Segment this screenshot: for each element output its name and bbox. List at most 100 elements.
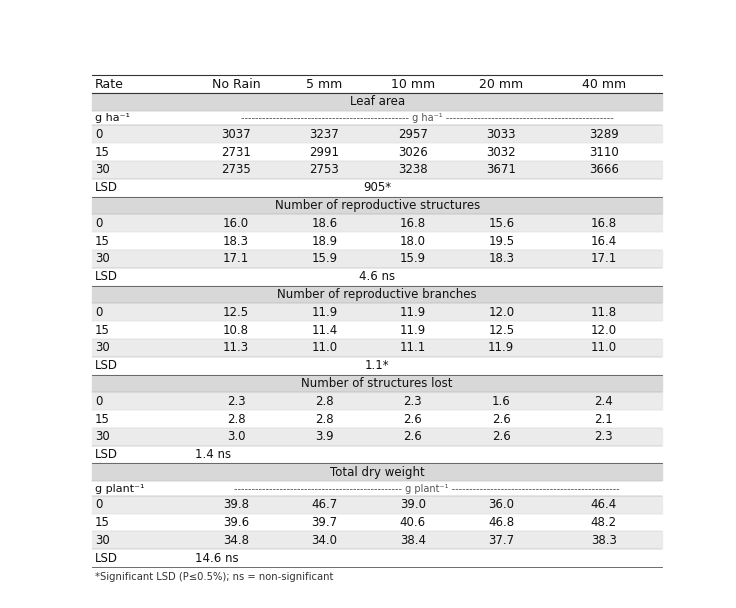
Bar — [92, 179, 662, 196]
Text: 3237: 3237 — [310, 128, 339, 141]
Text: 39.6: 39.6 — [223, 516, 249, 529]
Text: g ha⁻¹: g ha⁻¹ — [95, 113, 130, 123]
Text: 12.0: 12.0 — [488, 306, 514, 319]
Text: 2.8: 2.8 — [227, 412, 245, 426]
Text: 4.6 ns: 4.6 ns — [359, 270, 395, 283]
Text: 3.0: 3.0 — [227, 430, 245, 443]
Text: 11.0: 11.0 — [311, 341, 338, 354]
Text: 17.1: 17.1 — [591, 252, 617, 266]
Bar — [92, 514, 662, 531]
Text: 30: 30 — [95, 252, 110, 266]
Bar — [92, 125, 662, 143]
Text: 11.9: 11.9 — [400, 323, 426, 337]
Text: 2731: 2731 — [221, 146, 251, 159]
Text: 3289: 3289 — [589, 128, 619, 141]
Text: Rate: Rate — [95, 78, 124, 91]
Text: 2.3: 2.3 — [227, 395, 245, 408]
Text: ------------------------------------------------ g ha⁻¹ ------------------------: ----------------------------------------… — [241, 113, 614, 123]
Text: 11.0: 11.0 — [591, 341, 617, 354]
Bar — [92, 161, 662, 179]
Bar — [92, 496, 662, 514]
Text: 10 mm: 10 mm — [391, 78, 435, 91]
Text: 0: 0 — [95, 128, 102, 141]
Text: 2.1: 2.1 — [595, 412, 613, 426]
Text: LSD: LSD — [95, 181, 118, 194]
Text: 36.0: 36.0 — [488, 498, 514, 511]
Text: 48.2: 48.2 — [591, 516, 617, 529]
Text: 38.4: 38.4 — [400, 534, 426, 547]
Text: 3671: 3671 — [486, 164, 516, 176]
Bar — [92, 215, 662, 232]
Text: 15.6: 15.6 — [488, 217, 514, 230]
Text: LSD: LSD — [95, 448, 118, 461]
Bar — [92, 446, 662, 463]
Text: 2991: 2991 — [309, 146, 339, 159]
Text: 15.9: 15.9 — [400, 252, 426, 266]
Text: No Rain: No Rain — [212, 78, 261, 91]
Text: 15: 15 — [95, 146, 110, 159]
Bar — [92, 482, 662, 496]
Text: 3.9: 3.9 — [315, 430, 333, 443]
Text: 3666: 3666 — [589, 164, 619, 176]
Text: 12.5: 12.5 — [488, 323, 514, 337]
Text: *Significant LSD (P≤0.5%); ns = non-significant: *Significant LSD (P≤0.5%); ns = non-sign… — [95, 572, 333, 582]
Text: 2.6: 2.6 — [403, 430, 422, 443]
Text: 16.4: 16.4 — [591, 235, 617, 247]
Text: 18.6: 18.6 — [311, 217, 338, 230]
Text: 11.1: 11.1 — [400, 341, 426, 354]
Text: 30: 30 — [95, 430, 110, 443]
Text: Number of reproductive branches: Number of reproductive branches — [277, 288, 477, 301]
Bar — [92, 286, 662, 303]
Text: 905*: 905* — [363, 181, 392, 194]
Text: 30: 30 — [95, 341, 110, 354]
Text: 18.0: 18.0 — [400, 235, 426, 247]
Text: 3026: 3026 — [398, 146, 428, 159]
Text: 18.9: 18.9 — [311, 235, 338, 247]
Text: 0: 0 — [95, 498, 102, 511]
Text: 0: 0 — [95, 217, 102, 230]
Text: 5 mm: 5 mm — [306, 78, 342, 91]
Text: 3033: 3033 — [486, 128, 516, 141]
Text: 2.6: 2.6 — [492, 412, 511, 426]
Text: 46.7: 46.7 — [311, 498, 338, 511]
Bar — [92, 321, 662, 339]
Bar — [92, 339, 662, 357]
Text: 2957: 2957 — [398, 128, 428, 141]
Text: 30: 30 — [95, 164, 110, 176]
Text: Leaf area: Leaf area — [350, 95, 405, 108]
Bar — [92, 357, 662, 375]
Text: 37.7: 37.7 — [488, 534, 514, 547]
Bar — [92, 93, 662, 111]
Text: Number of reproductive structures: Number of reproductive structures — [275, 199, 480, 212]
Text: 16.8: 16.8 — [400, 217, 426, 230]
Text: Total dry weight: Total dry weight — [330, 466, 425, 479]
Text: Number of structures lost: Number of structures lost — [302, 377, 453, 390]
Text: 2.3: 2.3 — [403, 395, 422, 408]
Bar — [92, 250, 662, 268]
Bar — [92, 463, 662, 482]
Text: 15: 15 — [95, 516, 110, 529]
Bar — [92, 196, 662, 215]
Text: 2.8: 2.8 — [315, 395, 333, 408]
Text: 3238: 3238 — [398, 164, 428, 176]
Text: 18.3: 18.3 — [488, 252, 514, 266]
Text: 20 mm: 20 mm — [479, 78, 523, 91]
Text: 0: 0 — [95, 395, 102, 408]
Text: 15.9: 15.9 — [311, 252, 338, 266]
Text: 46.8: 46.8 — [488, 516, 514, 529]
Bar — [92, 428, 662, 446]
Bar — [92, 303, 662, 321]
Text: ------------------------------------------------ g plant⁻¹ ---------------------: ----------------------------------------… — [234, 483, 620, 494]
Bar — [92, 392, 662, 410]
Text: 34.0: 34.0 — [311, 534, 337, 547]
Bar — [92, 75, 662, 93]
Text: 11.9: 11.9 — [400, 306, 426, 319]
Bar — [92, 531, 662, 549]
Text: 11.9: 11.9 — [311, 306, 338, 319]
Text: 2.6: 2.6 — [403, 412, 422, 426]
Text: 18.3: 18.3 — [223, 235, 249, 247]
Bar — [92, 143, 662, 161]
Text: 15: 15 — [95, 412, 110, 426]
Text: 34.8: 34.8 — [223, 534, 249, 547]
Text: 1.4 ns: 1.4 ns — [194, 448, 231, 461]
